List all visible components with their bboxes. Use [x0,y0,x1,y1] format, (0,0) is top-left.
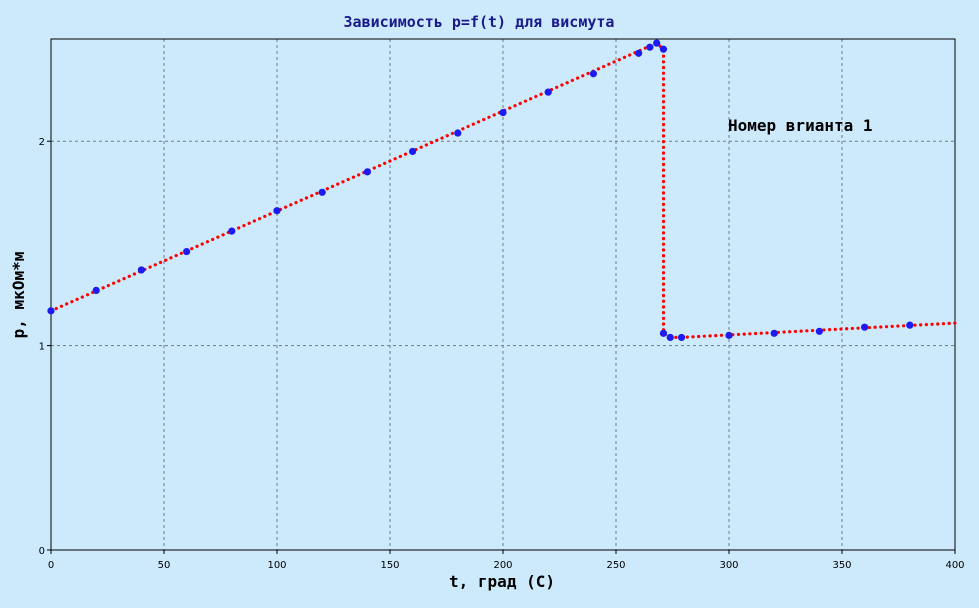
data-point [653,39,661,47]
y-axis-label: p, мкОм*м [9,252,28,339]
data-point [454,129,462,137]
data-point [635,49,643,57]
data-point [183,247,191,256]
x-tick-label: 0 [48,560,54,571]
x-tick-label: 300 [719,560,738,571]
y-tick-label: 0 [39,546,45,557]
x-tick-label: 250 [606,560,625,571]
data-point [815,327,824,335]
data-point [273,207,281,215]
data-point [363,168,371,176]
data-points [47,39,914,342]
y-tick-label: 1 [39,342,45,353]
variant-annotation: Номер вrианта 1 [728,116,873,135]
data-point [906,321,914,329]
data-point [589,70,598,78]
data-point [725,331,733,339]
chart-title: Зависимость p=f(t) для висмута [344,13,615,31]
axes [47,38,956,554]
x-tick-label: 100 [267,560,286,571]
x-tick-label: 350 [832,560,851,571]
data-point [659,329,668,337]
tick-labels: 0 50 100 150 200 250 300 350 400 0 1 2 [39,137,965,571]
x-tick-label: 150 [380,560,399,571]
x-tick-label: 400 [945,560,964,571]
data-point [228,227,236,235]
data-point [137,266,145,274]
data-point [646,43,654,51]
data-point [409,147,417,156]
y-tick-label: 2 [39,137,45,148]
data-point [47,307,55,315]
data-point [318,188,326,196]
data-point [666,333,674,342]
data-point [659,45,668,53]
x-tick-label: 50 [158,560,171,571]
data-point [861,323,869,331]
data-point [92,286,100,295]
data-point [544,88,552,96]
data-point [677,333,686,342]
plot-frame [50,38,956,551]
data-point [770,329,778,337]
data-point [499,108,507,117]
x-tick-label: 200 [493,560,512,571]
x-axis-label: t, град (C) [449,572,555,591]
